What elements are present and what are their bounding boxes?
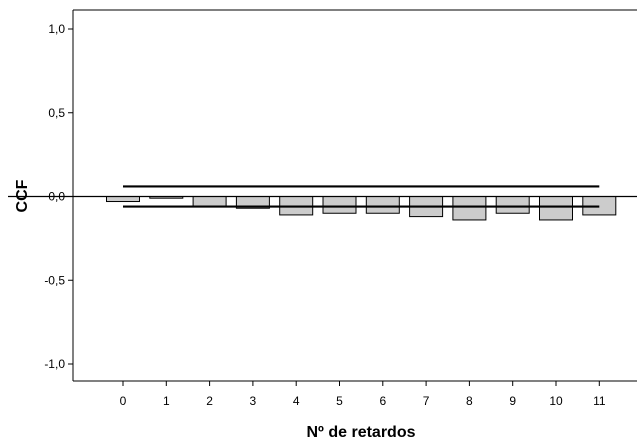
y-tick-label: -1,0 [44,357,65,371]
ccf-bar [106,196,140,203]
x-tick-label: 0 [120,394,127,408]
x-tick-label: 10 [549,394,563,408]
x-tick-label: 4 [293,394,300,408]
y-axis-title: CCF [14,179,31,212]
x-tick-label: 3 [250,394,257,408]
ccf-bar [539,196,573,221]
x-tick-label: 9 [509,394,516,408]
x-axis-ticks: 0 1 2 3 4 5 6 7 8 9 10 11 [120,381,606,408]
ccf-bar [365,196,400,214]
x-axis-title: Nº de retardos [307,424,416,441]
y-axis-ticks: 1,00,50,0-0,5-1,0 [44,22,73,371]
y-tick-label: 1,0 [48,22,65,36]
plot-frame [72,9,637,382]
y-tick-label: -0,5 [44,273,65,287]
bars-group [106,196,617,221]
x-tick-label: 7 [423,394,430,408]
x-tick-label: 5 [336,394,343,408]
x-tick-label: 6 [379,394,386,408]
x-tick-label: 1 [163,394,170,408]
x-tick-label: 2 [206,394,213,408]
ccf-bar [452,196,487,221]
ccf-bar [192,196,227,208]
y-tick-label: 0,5 [48,106,65,120]
ccf-bar [322,196,357,214]
ccf-bar [495,196,530,214]
x-tick-label: 8 [466,394,473,408]
x-tick-label: 11 [593,394,606,408]
